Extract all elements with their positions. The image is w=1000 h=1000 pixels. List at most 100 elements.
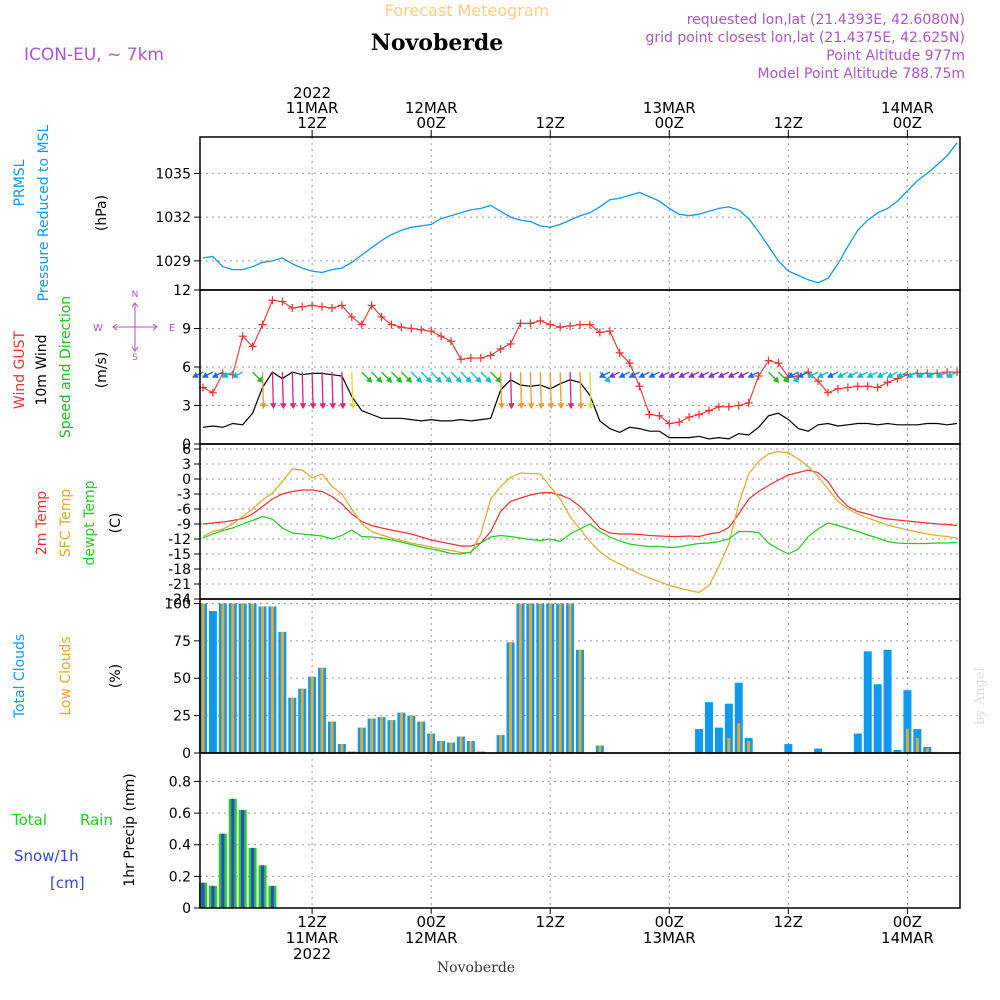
low-cloud-bar <box>568 603 572 753</box>
wind-arrow-head <box>737 372 745 378</box>
grid-layer <box>200 137 960 908</box>
pressure-label-2: Pressure Reduced to MSL <box>36 124 52 301</box>
wind-arrow-head <box>846 372 854 378</box>
wind-arrow-head <box>270 403 277 410</box>
gust-marker <box>764 356 773 365</box>
gust-marker <box>308 301 317 310</box>
wind-direction-arrow <box>509 372 513 409</box>
gust-marker <box>814 377 823 386</box>
y-tick-label: 12 <box>173 283 191 299</box>
gust-marker <box>893 374 902 383</box>
gust-marker <box>506 339 515 348</box>
wind-gust-label: Wind GUST <box>12 330 28 409</box>
bottom-time-label: 12MAR <box>405 929 458 947</box>
gust-marker <box>754 371 763 380</box>
precip-snow-label: Snow/1h <box>14 847 79 865</box>
wind-arrow-head <box>485 376 492 383</box>
gust-marker <box>427 327 436 336</box>
pressure-label-1: PRMSL <box>12 159 28 206</box>
gust-marker <box>556 323 565 332</box>
low-cloud-bar <box>538 603 542 753</box>
pressure-frame <box>199 136 961 291</box>
wind-arrow-head <box>926 372 934 378</box>
wind-arrow-head <box>279 403 287 410</box>
top-time-label: 12Z <box>774 114 803 132</box>
gust-marker <box>526 319 535 328</box>
snow-bar <box>270 885 274 908</box>
wind-direction-arrow <box>519 372 523 409</box>
model-altitude: Model Point Altitude 788.75m <box>758 66 965 82</box>
gust-marker <box>486 351 495 360</box>
gust-marker <box>724 402 733 411</box>
gust-marker <box>417 325 426 334</box>
snow-bar <box>251 847 255 908</box>
gust-marker <box>288 303 297 312</box>
wind-direction-arrow <box>529 372 533 409</box>
gust-marker <box>695 410 704 419</box>
y-tick-label: 0 <box>182 472 191 488</box>
gust-marker <box>456 355 465 364</box>
y-tick-label: 3 <box>182 457 191 473</box>
gust-marker <box>357 320 366 329</box>
line-layer <box>192 142 962 594</box>
bottom-time-label: 12Z <box>774 913 803 931</box>
low-cloud-bar <box>558 603 562 753</box>
y-tick-label: 0 <box>182 901 191 917</box>
gust-marker <box>208 388 217 397</box>
gust-marker <box>853 382 862 391</box>
low-cloud-bar <box>528 603 532 753</box>
y-tick-label: -3 <box>177 487 191 503</box>
wind-arrow-head <box>547 403 555 410</box>
low-cloud-bar <box>439 741 443 753</box>
wind-arrow-head <box>567 403 575 410</box>
total-cloud-bar <box>208 610 217 753</box>
y-tick-label: 75 <box>173 634 191 650</box>
low-cloud-bar <box>459 736 463 753</box>
wind-arrow-head <box>256 376 264 383</box>
gust-marker <box>546 320 555 329</box>
low-cloud-bar <box>469 741 473 753</box>
wind-arrow-head <box>648 372 656 378</box>
wind-direction-arrow <box>271 372 275 409</box>
wind-arrow-head <box>415 376 423 383</box>
wind-direction-arrow <box>589 372 592 409</box>
wind-arrow-head <box>309 403 317 410</box>
top-time-label: 14MAR <box>881 99 934 117</box>
wind-arrow-head <box>587 403 595 410</box>
wind-arrow-head <box>772 376 780 383</box>
wind-direction-arrow <box>549 372 552 409</box>
y-tick-label: 0.8 <box>169 774 191 790</box>
wind-arrow-head <box>658 372 666 378</box>
wind-direction-arrow <box>331 372 334 409</box>
precip-unit: 1hr Precip (mm) <box>122 773 138 886</box>
gust-marker <box>605 327 614 336</box>
gust-marker <box>407 324 416 333</box>
wind-arrow-head <box>435 376 442 383</box>
wind-arrow-head <box>518 403 525 410</box>
low-cloud-bar <box>310 676 314 753</box>
low-cloud-bar <box>380 717 384 753</box>
product-title: Forecast Meteogram <box>385 1 549 20</box>
wind-arrow-head <box>792 376 800 383</box>
total-cloud-bar <box>814 748 823 753</box>
wind-arrow-head <box>896 372 904 378</box>
top-time-label: 12Z <box>297 114 326 132</box>
gust-marker <box>258 320 267 329</box>
gust-marker <box>774 359 783 368</box>
y-tick-label: -21 <box>168 577 191 593</box>
wind-arrow-head <box>866 372 874 378</box>
wind-unit: (m/s) <box>94 352 110 389</box>
wind-direction-arrow <box>291 372 294 409</box>
low-cloud-bar <box>598 745 602 753</box>
total-cloud-bar <box>893 750 902 753</box>
gust-marker <box>734 401 743 410</box>
wind-direction-arrow <box>569 372 572 409</box>
total-cloud-bar <box>873 684 882 753</box>
wind-arrow-head <box>192 372 199 378</box>
gust-marker <box>655 411 664 420</box>
wind-arrow-head <box>577 403 585 410</box>
wind-arrow-head <box>405 376 413 383</box>
gust-marker <box>675 418 684 427</box>
wind-arrow-head <box>836 372 844 378</box>
